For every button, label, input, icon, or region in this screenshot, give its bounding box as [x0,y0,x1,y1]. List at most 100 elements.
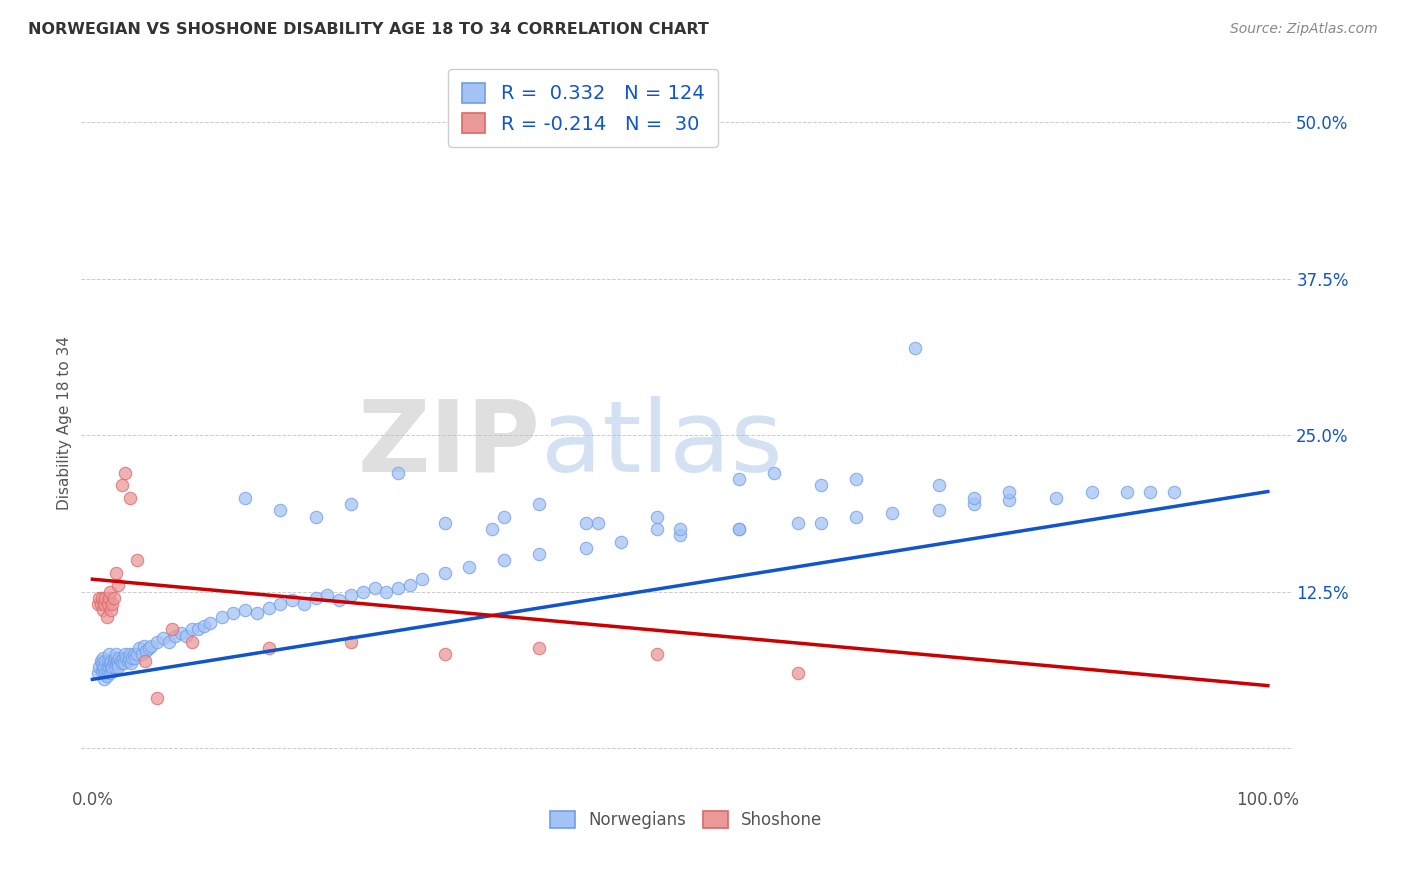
Point [97,654,120,668]
Point [118,491,141,505]
Point [305,591,328,605]
Point [121,651,143,665]
Point [104,660,127,674]
Point [91,603,114,617]
Point [187,622,209,636]
Point [101,664,124,678]
Point [105,654,128,668]
Point [904,341,927,355]
Point [845,509,868,524]
Point [107,656,129,670]
Point [1115,484,1137,499]
Text: atlas: atlas [541,396,782,493]
Point [103,591,125,605]
Point [96,609,118,624]
Point [575,541,598,555]
Point [398,578,420,592]
Point [457,559,479,574]
Point [111,651,134,665]
Point [292,597,315,611]
Text: NORWEGIAN VS SHOSHONE DISABILITY AGE 18 TO 34 CORRELATION CHART: NORWEGIAN VS SHOSHONE DISABILITY AGE 18 … [28,22,709,37]
Point [163,628,186,642]
Point [786,516,808,530]
Point [586,516,609,530]
Point [134,639,156,653]
Point [98,666,121,681]
Point [91,651,114,665]
Point [340,635,363,649]
Point [98,584,121,599]
Point [246,606,269,620]
Point [928,503,950,517]
Point [94,654,117,668]
Point [100,654,122,668]
Point [146,691,169,706]
Point [387,581,409,595]
Point [1163,484,1185,499]
Point [728,522,751,536]
Point [352,584,374,599]
Point [111,656,134,670]
Point [124,651,146,665]
Point [305,509,328,524]
Point [89,591,111,605]
Point [669,528,692,542]
Point [527,641,550,656]
Point [1080,484,1102,499]
Point [125,553,148,567]
Point [90,664,112,678]
Point [141,639,163,653]
Point [527,497,550,511]
Point [434,648,457,662]
Point [97,664,120,678]
Point [96,668,118,682]
Point [107,660,129,674]
Point [645,648,668,662]
Point [90,597,112,611]
Point [93,673,115,687]
Point [97,648,120,662]
Point [810,478,832,492]
Point [117,654,139,668]
Point [575,516,598,530]
Point [1045,491,1067,505]
Point [120,656,142,670]
Point [340,497,363,511]
Point [328,593,350,607]
Point [101,597,124,611]
Text: Source: ZipAtlas.com: Source: ZipAtlas.com [1230,22,1378,37]
Point [269,503,291,517]
Point [375,584,398,599]
Point [110,654,132,668]
Point [103,656,125,670]
Point [100,603,122,617]
Point [104,651,127,665]
Point [211,609,233,624]
Point [107,578,129,592]
Point [786,666,808,681]
Point [112,656,135,670]
Point [492,553,515,567]
Point [108,651,131,665]
Point [169,626,191,640]
Point [87,597,110,611]
Point [114,466,136,480]
Point [963,491,986,505]
Point [363,581,385,595]
Point [98,656,121,670]
Point [115,651,138,665]
Point [233,603,256,617]
Point [176,628,198,642]
Point [257,601,280,615]
Point [90,654,112,668]
Point [316,589,339,603]
Text: ZIP: ZIP [359,396,541,493]
Point [763,466,786,480]
Point [128,641,150,656]
Point [434,516,457,530]
Point [135,643,157,657]
Point [134,654,156,668]
Point [118,651,141,665]
Point [193,618,215,632]
Point [340,589,363,603]
